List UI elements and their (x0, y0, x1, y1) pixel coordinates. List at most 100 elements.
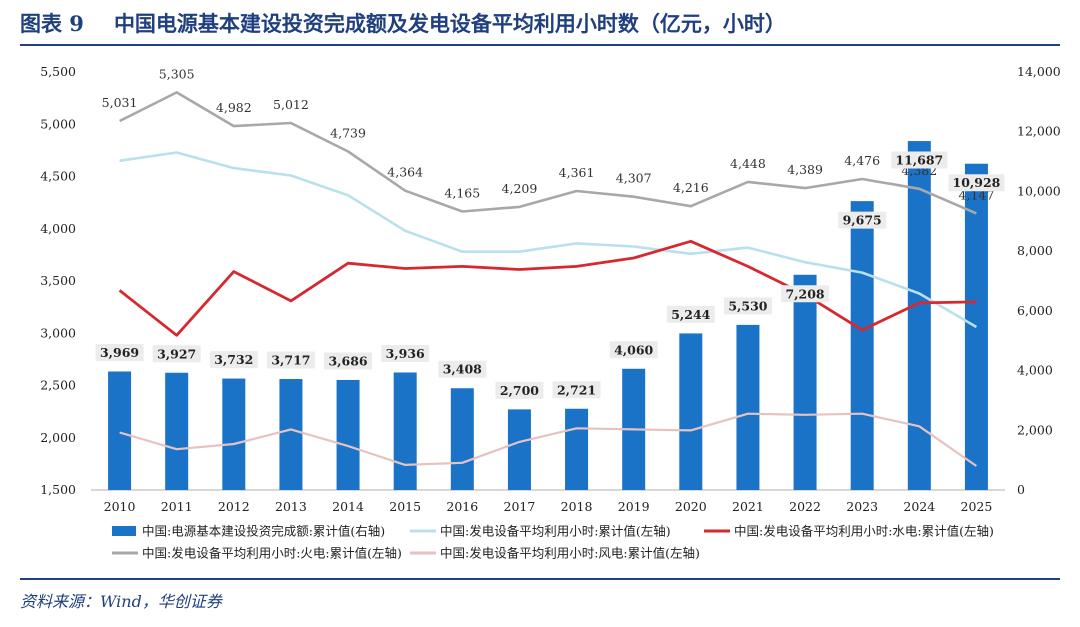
bar-data-label: 2,700 (500, 383, 539, 398)
x-tick-label: 2025 (961, 499, 993, 514)
left-tick-label: 4,500 (40, 169, 76, 184)
bar-label-box (381, 344, 430, 362)
right-tick-label: 4,000 (1017, 363, 1053, 378)
legend-label: 中国:发电设备平均利用小时:水电:累计值(左轴) (734, 524, 994, 539)
bar-label-box (609, 341, 658, 359)
investment-bar (222, 378, 246, 490)
bar-label-box (438, 360, 487, 378)
investment-bar (736, 324, 760, 490)
bar-data-label: 3,969 (100, 345, 139, 360)
x-tick-label: 2016 (446, 499, 478, 514)
left-tick-label: 2,500 (40, 378, 76, 393)
left-tick-label: 4,000 (40, 221, 76, 236)
bar-label-box (95, 343, 144, 361)
bar-data-label: 3,732 (214, 352, 253, 367)
investment-bar (108, 371, 132, 490)
legend-label: 中国:发电设备平均利用小时:风电:累计值(左轴) (440, 546, 700, 561)
investment-bar (850, 201, 874, 490)
bar-label-box (152, 345, 201, 363)
thermal-data-label: 4,307 (616, 171, 652, 186)
investment-bar (565, 408, 589, 490)
bar-label-box (666, 305, 715, 323)
thermal-data-label: 4,739 (330, 126, 366, 141)
right-tick-label: 2,000 (1017, 422, 1053, 437)
bar-label-box (838, 211, 887, 229)
investment-bar (279, 379, 303, 490)
right-tick-label: 10,000 (1017, 183, 1061, 198)
bar-data-label: 3,927 (157, 346, 196, 361)
bar-data-label: 5,244 (671, 307, 710, 322)
thermal-hours-line (119, 91, 977, 215)
left-tick-label: 3,000 (40, 325, 76, 340)
legend-label: 中国:发电设备平均利用小时:累计值(左轴) (440, 524, 671, 539)
x-tick-label: 2019 (618, 499, 650, 514)
left-tick-label: 2,000 (40, 430, 76, 445)
investment-bar (393, 372, 417, 490)
thermal-data-label: 5,031 (102, 95, 138, 110)
bar-label-box (781, 285, 830, 303)
thermal-data-label: 4,209 (502, 181, 538, 196)
x-tick-label: 2015 (389, 499, 421, 514)
left-tick-label: 1,500 (40, 482, 76, 497)
x-tick-label: 2024 (903, 499, 935, 514)
thermal-data-label: 4,982 (216, 100, 252, 115)
x-tick-label: 2021 (732, 499, 764, 514)
x-tick-label: 2020 (675, 499, 707, 514)
bar-data-label: 7,208 (785, 286, 824, 301)
right-tick-label: 6,000 (1017, 303, 1053, 318)
bar-data-label: 3,408 (443, 362, 482, 377)
right-tick-label: 14,000 (1017, 64, 1061, 79)
investment-bar (793, 274, 817, 490)
source-rule (20, 578, 1060, 580)
left-tick-label: 5,500 (40, 64, 76, 79)
bar-label-box (948, 174, 1005, 192)
bar-label-box (552, 381, 601, 399)
bar-data-label: 3,717 (271, 353, 310, 368)
x-tick-label: 2010 (104, 499, 136, 514)
figure-number: 图表 9 (20, 11, 84, 36)
investment-bar (450, 388, 474, 490)
title-rule (20, 44, 1060, 46)
bar-label-box (723, 297, 772, 315)
x-tick-label: 2023 (846, 499, 878, 514)
x-tick-label: 2013 (275, 499, 307, 514)
chart-canvas: 1,500 2,000 2,500 3,000 3,500 4,000 4,500 5,000… (40, 64, 1061, 561)
thermal-data-label: 4,361 (559, 165, 595, 180)
thermal-data-label: 4,364 (387, 165, 423, 180)
x-tick-label: 2017 (504, 499, 536, 514)
right-tick-label: 8,000 (1017, 243, 1053, 258)
total-hours-line (119, 151, 978, 329)
investment-bar (165, 372, 189, 490)
legend-swatch-bar (112, 526, 136, 536)
left-tick-label: 3,500 (40, 273, 76, 288)
bar-label-box (266, 351, 315, 369)
bar-data-label: 5,530 (728, 298, 767, 313)
x-tick-label: 2011 (161, 499, 193, 514)
investment-bar (679, 333, 703, 490)
thermal-data-label: 4,476 (844, 153, 880, 168)
thermal-data-label: 5,305 (159, 66, 195, 81)
bar-data-label: 4,060 (614, 342, 653, 357)
bar-data-label: 9,675 (843, 213, 882, 228)
hydro-hours-line (118, 239, 977, 337)
source-note: 资料来源：Wind，华创证券 (20, 592, 222, 611)
investment-bar (507, 409, 531, 490)
bar-data-label: 10,928 (953, 175, 1001, 190)
wind-hours-line (119, 412, 978, 467)
legend-label: 中国:电源基本建设投资完成额:累计值(右轴) (142, 524, 385, 539)
thermal-data-label: 4,389 (787, 162, 823, 177)
figure-caption: 中国电源基本建设投资完成额及发电设备平均利用小时数（亿元，小时） (113, 11, 786, 36)
thermal-data-label: 4,165 (444, 186, 480, 201)
bar-data-label: 3,686 (328, 353, 367, 368)
bar-data-label: 3,936 (386, 346, 425, 361)
investment-bar (336, 379, 360, 490)
right-tick-label: 0 (1017, 482, 1025, 497)
right-tick-label: 12,000 (1017, 124, 1061, 139)
left-tick-label: 5,000 (40, 116, 76, 131)
bar-label-box (495, 381, 544, 399)
x-tick-label: 2022 (789, 499, 821, 514)
bar-label-box (891, 151, 948, 169)
investment-bar (907, 141, 931, 490)
bar-data-label: 2,721 (557, 382, 596, 397)
legend-label: 中国:发电设备平均利用小时:火电:累计值(左轴) (142, 546, 402, 561)
